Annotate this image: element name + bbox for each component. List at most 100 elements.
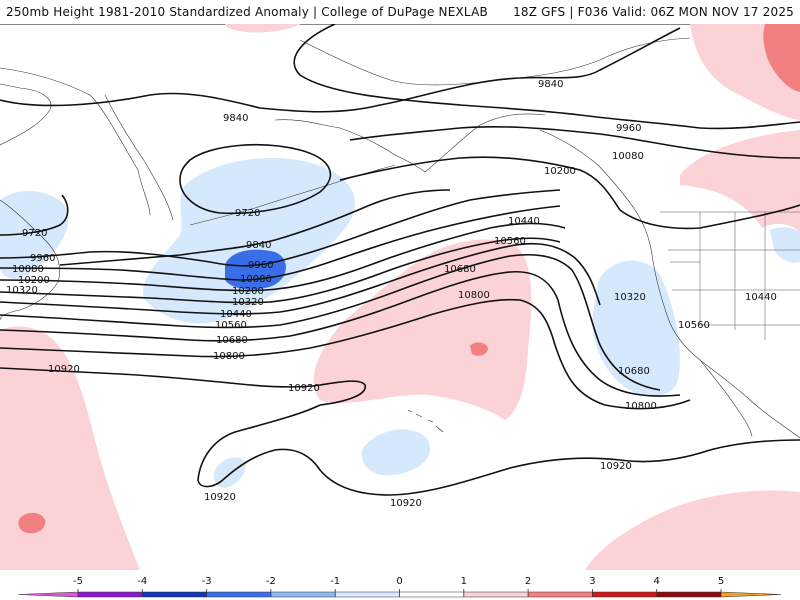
negative-anomaly-region — [143, 158, 355, 324]
japan-kuril-coastline — [0, 199, 61, 321]
contour-label: 10080 — [240, 274, 272, 285]
contour-label: 10200 — [18, 275, 50, 286]
contour-label: 10560 — [678, 320, 710, 331]
contour-label: 10080 — [612, 151, 644, 162]
contour-10920-subtropic — [0, 367, 366, 406]
colorbar-tick-label: 5 — [718, 576, 724, 587]
strong-positive-anomaly — [470, 342, 488, 356]
contour-label: 10680 — [618, 366, 650, 377]
contour-10920-closed — [197, 404, 800, 496]
colorbar-tick-label: 3 — [589, 576, 595, 587]
contour-label: 9960 — [30, 253, 55, 264]
contour-label: 9720 — [235, 208, 260, 219]
positive-anomaly-region — [225, 24, 300, 33]
colorbar-swatch — [18, 592, 78, 597]
kamchatka-coastline — [104, 94, 174, 221]
contour-label: 10920 — [48, 364, 80, 375]
contour-label: 10440 — [220, 309, 252, 320]
height-contours — [0, 24, 800, 496]
contour-10680-jet — [0, 270, 681, 397]
colorbar-swatch — [335, 592, 400, 597]
contour-label: 10920 — [288, 383, 320, 394]
contour-label: 10920 — [204, 492, 236, 503]
contour-10320-jet — [0, 237, 561, 304]
colorbar-tick-label: 1 — [461, 576, 467, 587]
contour-10080-north — [349, 125, 800, 159]
colorbar-ticks: -5 -4 -3 -2 -1 0 1 2 3 4 5 — [73, 576, 724, 597]
alaska-coastline — [274, 113, 546, 173]
colorbar-swatch — [721, 592, 781, 597]
coastlines — [0, 37, 800, 439]
aleutian-chain — [189, 164, 396, 226]
contour-label: 10440 — [508, 216, 540, 227]
contour-label: 10680 — [444, 264, 476, 275]
contour-label: 9960 — [616, 123, 641, 134]
contour-label: 10200 — [544, 166, 576, 177]
contour-label: 9840 — [538, 79, 563, 90]
baja-coastline — [699, 359, 753, 437]
colorbar-tick-label: -2 — [266, 576, 276, 587]
colorbar-swatch — [270, 592, 336, 597]
colorbar-swatch — [463, 592, 529, 597]
negative-anomaly-region — [361, 429, 431, 476]
contour-label: 10920 — [600, 461, 632, 472]
positive-anomaly-region — [0, 326, 140, 570]
contour-label: 10320 — [614, 292, 646, 303]
colorbar-swatch — [206, 592, 271, 597]
contour-10080-jet — [0, 205, 561, 281]
contour-label: 10800 — [458, 290, 490, 301]
positive-anomaly-region — [680, 130, 800, 232]
colorbar-tick-label: -5 — [73, 576, 83, 587]
siberia-coastline — [0, 83, 52, 146]
header: 250mb Height 1981-2010 Standardized Anom… — [0, 0, 800, 24]
colorbar-tick-label: -4 — [137, 576, 147, 587]
contour-9720-west — [0, 194, 69, 236]
anomaly-map: 9840 9840 9960 10080 9720 9720 9960 1008… — [0, 24, 800, 570]
anomaly-shading — [0, 24, 800, 570]
contour-label: 10200 — [232, 286, 264, 297]
contour-label: 10560 — [494, 236, 526, 247]
contour-9840-north — [0, 27, 681, 113]
colorbar-swatches — [17, 591, 782, 598]
colorbar-tick-label: -3 — [202, 576, 212, 587]
contour-label: 10080 — [12, 264, 44, 275]
contour-label: 9840 — [246, 240, 271, 251]
contour-label: 9720 — [22, 228, 47, 239]
contour-label: 10320 — [6, 285, 38, 296]
strong-positive-anomaly — [763, 24, 800, 92]
colorbar-swatch — [528, 592, 593, 597]
contour-10440-jet — [0, 242, 601, 315]
asia-coastline — [0, 67, 151, 216]
contour-10560-jet — [0, 253, 661, 391]
contour-label: 10800 — [625, 401, 657, 412]
contour-label: 9960 — [248, 260, 273, 271]
positive-anomaly-region — [313, 239, 532, 420]
colorbar-swatch — [142, 592, 207, 597]
contour-9960-jet — [0, 189, 561, 267]
bc-coastline — [539, 129, 653, 256]
contour-label: 10320 — [232, 297, 264, 308]
positive-anomaly-region — [585, 490, 800, 570]
contour-label: 10560 — [215, 320, 247, 331]
contour-9720-low — [179, 144, 332, 215]
contour-label: 9840 — [223, 113, 248, 124]
colorbar-swatch — [399, 592, 464, 597]
colorbar-swatch — [656, 592, 721, 597]
contour-label: 10680 — [216, 335, 248, 346]
colorbar-swatch — [78, 592, 143, 597]
contour-label: 10800 — [213, 351, 245, 362]
contour-9960-north — [293, 24, 800, 130]
anomaly-colorbar: -5 -4 -3 -2 -1 0 1 2 3 4 5 — [0, 570, 800, 600]
contour-label: 10440 — [745, 292, 777, 303]
contour-10200-jet — [0, 222, 566, 292]
negative-anomaly-region — [0, 190, 69, 279]
map-title: 250mb Height 1981-2010 Standardized Anom… — [6, 5, 488, 19]
model-run-label: 18Z GFS | F036 Valid: 06Z MON NOV 17 202… — [513, 5, 794, 19]
colorbar-tick-label: 4 — [654, 576, 660, 587]
colorbar-tick-label: 0 — [396, 576, 402, 587]
colorbar-tick-label: -1 — [330, 576, 340, 587]
contour-10200-north — [339, 156, 800, 230]
contour-9840-low — [59, 189, 451, 266]
negative-anomaly-region — [592, 260, 680, 397]
negative-anomaly-region — [770, 227, 800, 263]
